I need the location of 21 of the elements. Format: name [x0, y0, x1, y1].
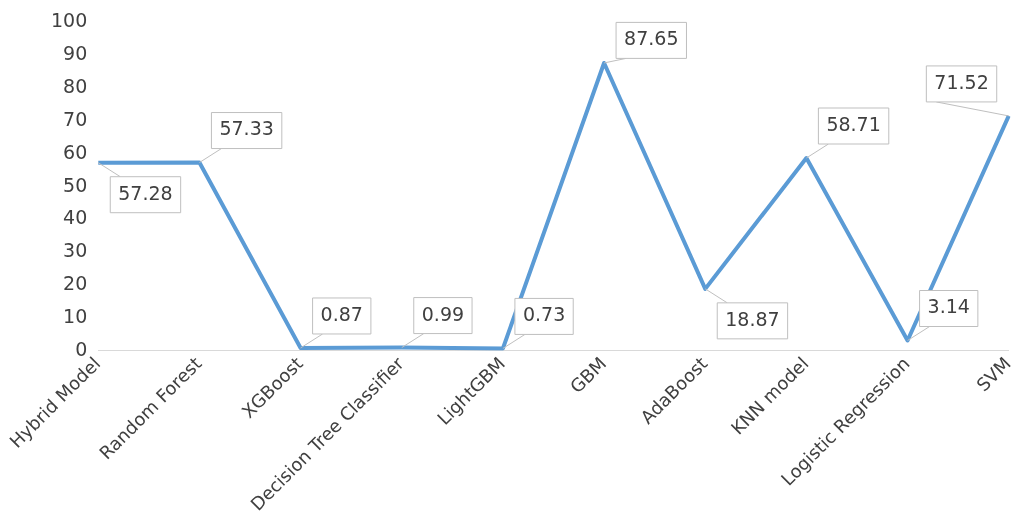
y-tick-label: 20 [63, 272, 88, 295]
y-tick-label: 90 [63, 42, 88, 65]
data-label: 57.28 [118, 181, 173, 204]
y-tick-label: 0 [75, 337, 88, 360]
data-label: 0.99 [421, 302, 465, 325]
data-label: 3.14 [927, 295, 970, 318]
data-label: 57.33 [219, 117, 274, 140]
y-tick-label: 50 [63, 173, 88, 196]
y-tick-label: 40 [63, 206, 88, 229]
y-tick-label: 80 [63, 75, 88, 98]
y-tick-label: 60 [63, 140, 88, 163]
y-tick-label: 10 [63, 304, 88, 327]
data-label: 0.73 [522, 303, 566, 326]
data-label: 71.52 [934, 70, 989, 93]
data-label: 87.65 [624, 27, 679, 50]
y-tick-label: 100 [51, 9, 88, 32]
data-label: 0.87 [320, 302, 363, 325]
y-tick-label: 30 [63, 239, 88, 262]
data-label: 58.71 [826, 112, 881, 135]
data-label: 18.87 [725, 307, 780, 330]
y-tick-label: 70 [63, 107, 88, 130]
